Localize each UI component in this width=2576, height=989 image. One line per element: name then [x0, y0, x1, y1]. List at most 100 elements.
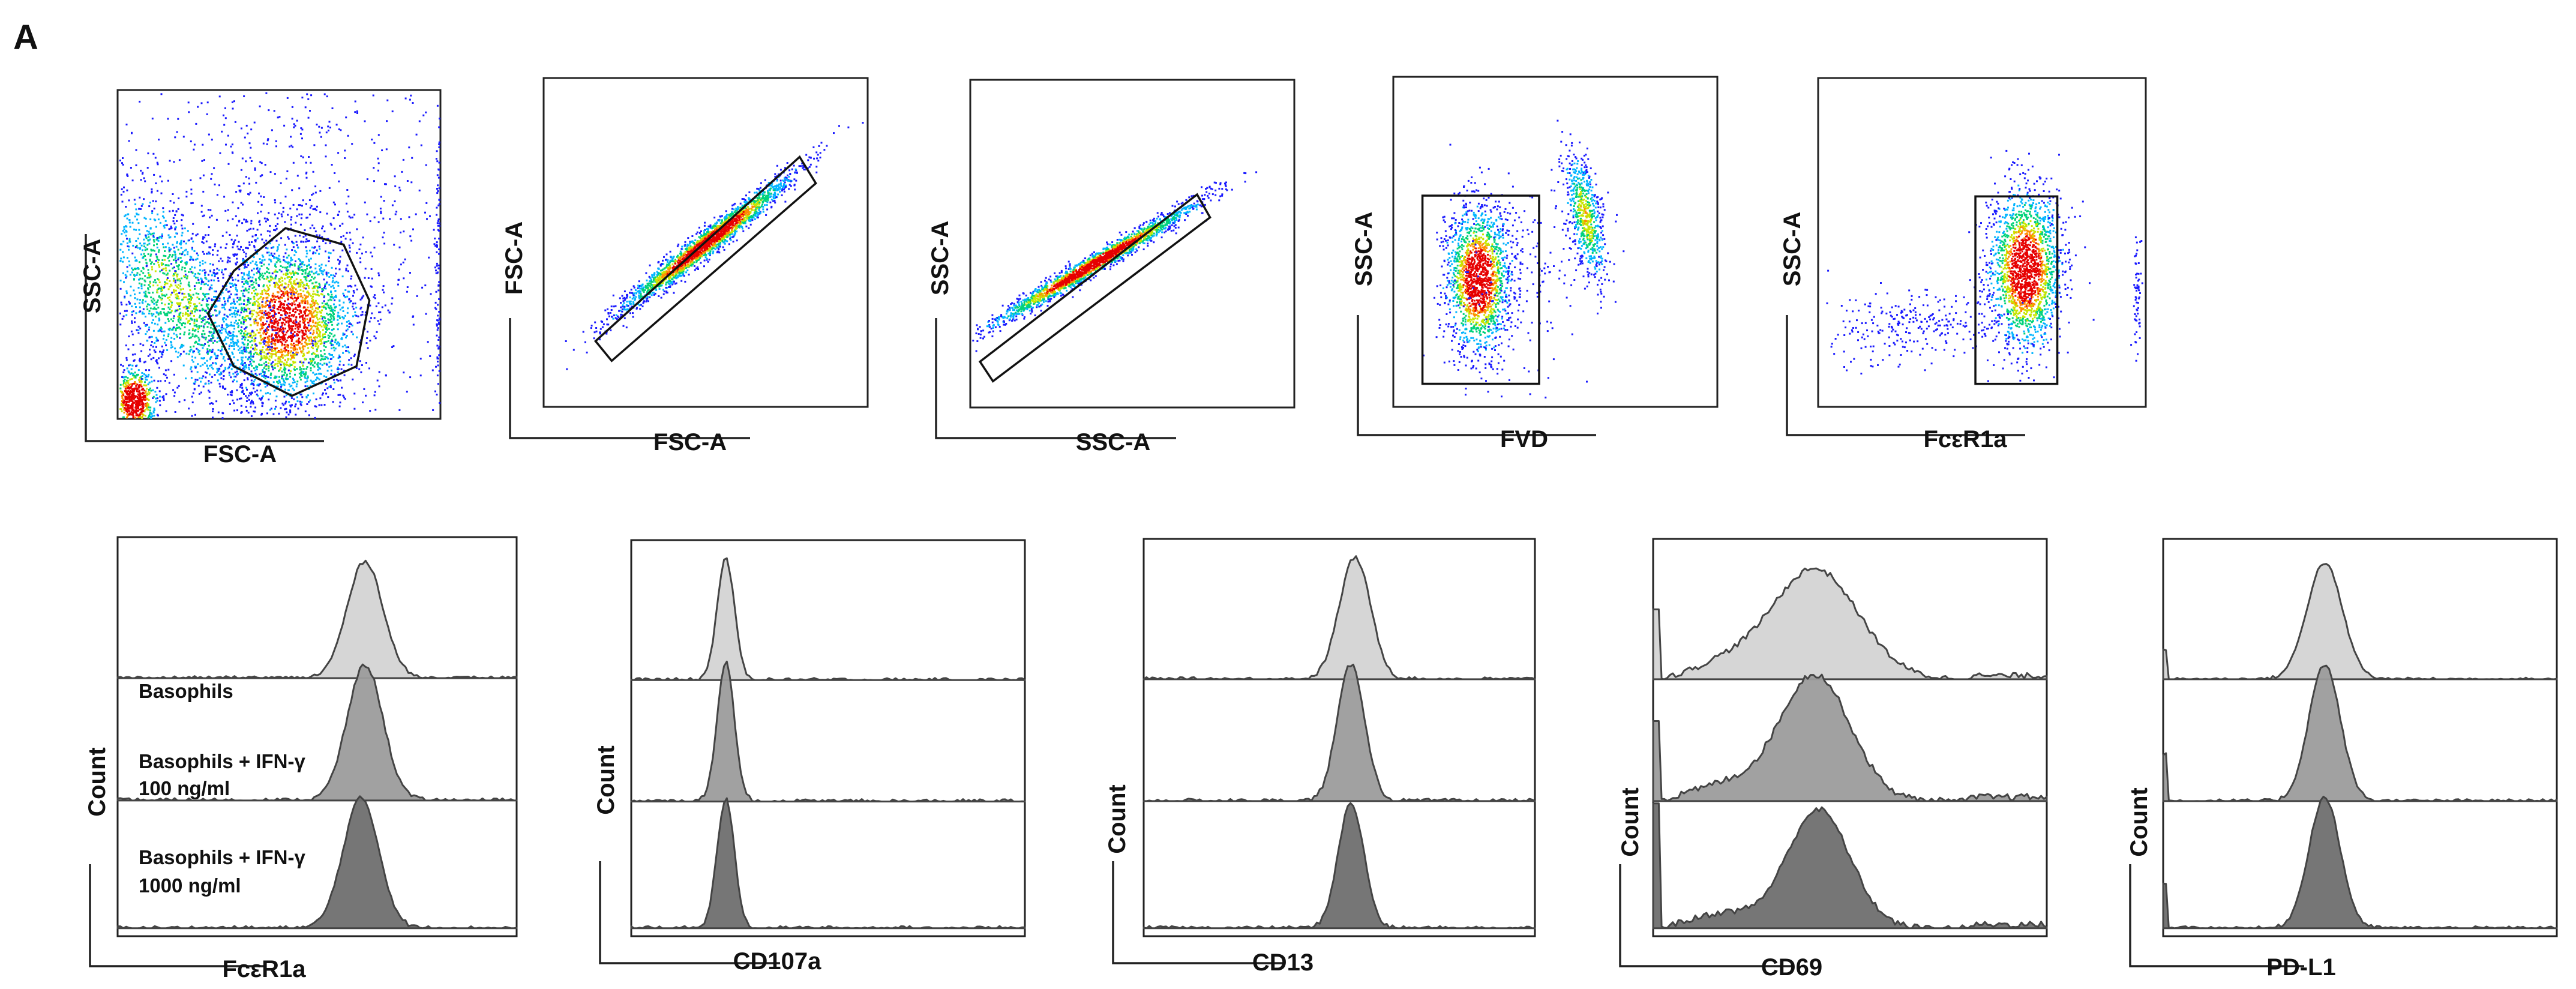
event-dot: [290, 277, 292, 279]
event-dot: [281, 283, 283, 286]
event-dot: [402, 158, 404, 161]
event-dot: [272, 255, 274, 257]
event-dot: [287, 236, 289, 238]
event-dot: [165, 264, 167, 266]
event-dot: [158, 139, 160, 141]
event-dot: [179, 289, 182, 291]
event-dot: [226, 316, 229, 318]
event-dot: [239, 189, 242, 191]
event-dot: [317, 333, 320, 335]
event-dot: [184, 254, 186, 256]
event-dot: [131, 385, 133, 387]
event-dot: [148, 326, 151, 329]
event-dot: [301, 336, 304, 338]
event-dot: [271, 325, 273, 328]
event-dot: [314, 191, 317, 194]
event-dot: [196, 325, 198, 328]
event-dot: [208, 391, 211, 393]
event-dot: [139, 416, 142, 418]
event-dot: [275, 271, 277, 273]
event-dot: [129, 392, 131, 394]
event-dot: [311, 287, 314, 290]
event-dot: [350, 357, 352, 359]
event-dot: [131, 383, 134, 385]
event-dot: [232, 253, 235, 256]
event-dot: [245, 349, 247, 351]
event-dot: [292, 308, 295, 310]
event-dot: [122, 406, 124, 408]
event-dot: [285, 400, 287, 403]
event-dot: [136, 410, 138, 412]
event-dot: [163, 334, 165, 337]
event-dot: [125, 314, 128, 316]
event-dot: [134, 297, 136, 299]
event-dot: [181, 219, 183, 221]
event-dot: [155, 394, 158, 396]
event-dot: [259, 307, 261, 309]
event-dot: [359, 307, 362, 310]
event-dot: [377, 169, 379, 172]
event-dot: [251, 330, 254, 332]
event-dot: [391, 302, 393, 305]
event-dot: [159, 270, 161, 272]
event-dot: [121, 188, 123, 190]
event-dot: [256, 292, 259, 295]
event-dot: [247, 291, 250, 293]
event-dot: [119, 280, 122, 281]
event-dot: [147, 239, 149, 242]
event-dot: [272, 339, 275, 341]
event-dot: [274, 334, 277, 337]
event-dot: [275, 261, 278, 263]
event-dot: [292, 362, 295, 364]
event-dot: [166, 376, 168, 379]
event-dot: [243, 343, 245, 346]
event-dot: [196, 257, 199, 260]
event-dot: [145, 374, 147, 377]
event-dot: [239, 384, 242, 386]
event-dot: [179, 253, 181, 255]
event-dot: [309, 317, 311, 320]
event-dot: [192, 392, 194, 394]
event-dot: [274, 344, 277, 346]
event-dot: [318, 378, 320, 380]
event-dot: [131, 333, 134, 335]
event-dot: [317, 273, 320, 275]
event-dot: [283, 295, 285, 297]
event-dot: [290, 354, 292, 356]
event-dot: [202, 307, 203, 310]
event-dot: [198, 392, 200, 395]
event-dot: [125, 310, 128, 312]
event-dot: [124, 382, 126, 385]
event-dot: [260, 350, 262, 353]
event-dot: [235, 278, 236, 281]
event-dot: [199, 377, 201, 379]
event-dot: [142, 268, 145, 270]
event-dot: [305, 368, 308, 370]
event-dot: [155, 260, 157, 262]
event-dot: [287, 302, 290, 305]
event-dot: [125, 124, 128, 125]
event-dot: [319, 373, 322, 375]
event-dot: [274, 363, 277, 365]
event-dot: [272, 368, 274, 371]
event-dot: [218, 331, 221, 334]
event-dot: [267, 346, 269, 348]
event-dot: [164, 281, 166, 283]
event-dot: [167, 335, 169, 337]
event-dot: [330, 299, 332, 301]
event-dot: [143, 253, 145, 255]
event-dot: [174, 271, 176, 274]
event-dot: [172, 217, 175, 219]
event-dot: [138, 278, 140, 281]
event-dot: [180, 240, 182, 242]
event-dot: [304, 333, 307, 335]
event-dot: [247, 193, 250, 195]
event-dot: [158, 312, 160, 314]
event-dot: [210, 382, 212, 383]
event-dot: [134, 203, 137, 205]
event-dot: [316, 249, 318, 251]
event-dot: [291, 118, 293, 120]
event-dot: [306, 403, 308, 405]
event-dot: [238, 314, 241, 317]
event-dot: [269, 171, 272, 173]
